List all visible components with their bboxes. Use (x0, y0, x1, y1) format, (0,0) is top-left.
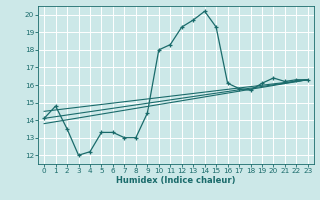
X-axis label: Humidex (Indice chaleur): Humidex (Indice chaleur) (116, 176, 236, 185)
